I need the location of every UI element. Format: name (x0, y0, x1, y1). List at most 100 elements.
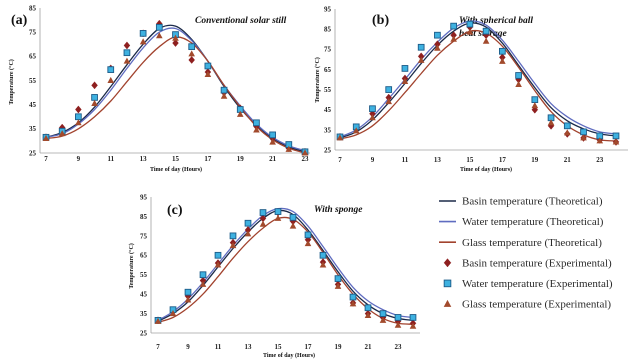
x-tick-label: 11 (402, 156, 409, 164)
y-axis-label: Temperature (°C) (314, 57, 321, 103)
y-tick-label: 35 (29, 125, 37, 133)
x-axis-label: Time of day (Hours) (150, 166, 202, 173)
y-tick-label: 65 (140, 252, 148, 260)
water-temperature-experimental-point (466, 20, 474, 28)
water-temperature-experimental-point (563, 122, 571, 130)
water-temperature-experimental-point (409, 314, 417, 321)
glass-temperature-experimental-point (229, 241, 237, 249)
glass-temperature-experimental-point (401, 77, 409, 85)
chart-panel-a: (a) Conventional solar still Temperature… (8, 4, 310, 173)
water-temperature-theoretical-line (157, 207, 414, 321)
basin-temperature-theoretical-line (45, 24, 306, 153)
x-tick-label: 17 (305, 343, 313, 351)
y-tick-label: 45 (140, 291, 148, 299)
glass-temperature-experimental-point (369, 114, 376, 121)
water-temperature-experimental-point (369, 105, 376, 113)
legend: Basin temperature (Theoretical) Water tem… (439, 196, 613, 311)
glass-temperature-experimental-point (75, 119, 82, 126)
basin-temperature-experimental-point (91, 81, 98, 90)
x-tick-label: 9 (186, 343, 190, 351)
plot-area: 25 35 45 55 65 75 85 95 7 9 11 13 15 17 19 21 23 (324, 5, 628, 164)
chart-title-line-1: With spherical ball (459, 16, 533, 26)
x-tick-label: 23 (395, 343, 403, 351)
x-axis-label: Time of day (Hours) (263, 352, 315, 359)
legend-label: Basin temperature (Theoretical) (462, 196, 603, 208)
legend-item: Basin temperature (Experimental) (443, 257, 612, 269)
y-tick-label: 25 (324, 146, 332, 154)
x-tick-label: 23 (302, 155, 310, 163)
legend-item: Glass temperature (Theoretical) (439, 237, 602, 249)
glass-temperature-experimental-swatch (443, 299, 452, 307)
basin-temperature-experimental-point (188, 56, 195, 64)
water-temperature-experimental-point (417, 43, 425, 51)
glass-temperature-experimental-point (334, 282, 342, 289)
x-tick-label: 9 (77, 155, 81, 163)
water-temperature-experimental-point (269, 131, 276, 139)
legend-label: Water temperature (Experimental) (462, 278, 613, 290)
glass-temperature-experimental-point (154, 317, 162, 324)
y-tick-label: 85 (140, 213, 148, 221)
glass-temperature-experimental-point (253, 126, 260, 133)
legend-label: Basin temperature (Experimental) (462, 257, 612, 269)
legend-label: Glass temperature (Theoretical) (462, 237, 602, 249)
x-tick-label: 9 (371, 156, 375, 164)
y-tick-label: 25 (140, 329, 148, 337)
glass-temperature-experimental-point (199, 280, 207, 287)
water-temperature-experimental-point (253, 119, 260, 127)
x-tick-label: 13 (140, 155, 148, 163)
x-tick-label: 19 (237, 155, 245, 163)
water-temperature-experimental-point (450, 22, 457, 30)
water-temperature-experimental-point (139, 30, 147, 37)
glass-temperature-experimental-point (274, 214, 282, 221)
y-tick-label: 95 (140, 193, 148, 201)
panel-label: (b) (372, 13, 389, 28)
water-temperature-experimental-point (515, 72, 522, 79)
glass-temperature-experimental-point (466, 28, 474, 35)
glass-temperature-experimental-point (417, 56, 425, 63)
x-tick-label: 21 (269, 155, 277, 163)
x-tick-label: 21 (365, 343, 373, 351)
x-tick-label: 17 (204, 155, 212, 163)
water-temperature-experimental-point (401, 65, 409, 72)
water-temperature-experimental-point (349, 293, 357, 301)
glass-temperature-experimental-point (349, 300, 357, 307)
water-temperature-experimental-point (204, 62, 212, 70)
glass-temperature-experimental-point (156, 32, 163, 39)
glass-temperature-experimental-point (499, 57, 506, 64)
glass-temperature-experimental-point (107, 76, 115, 83)
water-temperature-experimental-point (531, 96, 539, 103)
basin-temperature-experimental-points (154, 208, 417, 328)
water-temperature-experimental-point (434, 31, 441, 39)
glass-temperature-experimental-point (58, 130, 66, 137)
glass-temperature-experimental-point (450, 35, 457, 42)
water-temperature-experimental-point (364, 304, 372, 312)
glass-temperature-experimental-points (336, 28, 620, 145)
glass-temperature-experimental-point (220, 92, 228, 99)
glass-temperature-experimental-point (364, 311, 372, 319)
glass-temperature-experimental-point (184, 296, 192, 303)
glass-temperature-experimental-point (285, 145, 293, 152)
legend-item: Water temperature (Theoretical) (439, 216, 604, 228)
basin-temperature-experimental-points (336, 23, 620, 146)
glass-temperature-experimental-point (515, 80, 522, 88)
water-temperature-experimental-point (199, 271, 207, 279)
water-temperature-experimental-swatch (443, 279, 452, 288)
y-axis-label: Temperature (°C) (8, 59, 15, 105)
x-tick-label: 17 (499, 156, 507, 164)
water-temperature-experimental-point (274, 208, 282, 215)
glass-temperature-experimental-point (244, 230, 252, 237)
y-tick-label: 45 (29, 101, 37, 109)
y-tick-label: 85 (324, 26, 332, 34)
water-temperature-experimental-point (107, 66, 115, 73)
water-temperature-theoretical-line (339, 20, 617, 138)
y-tick-label: 85 (29, 4, 37, 12)
water-temperature-experimental-point (612, 132, 620, 140)
y-tick-label: 65 (324, 66, 332, 74)
water-temperature-experimental-point (214, 251, 222, 259)
legend-item: Water temperature (Experimental) (443, 278, 613, 290)
x-tick-label: 19 (531, 156, 539, 164)
water-temperature-experimental-point (91, 94, 98, 101)
water-temperature-experimental-point (385, 86, 393, 93)
chart-panel-b: (b) With spherical ball heat storage Tem… (314, 5, 628, 173)
glass-temperature-experimental-point (91, 99, 98, 106)
